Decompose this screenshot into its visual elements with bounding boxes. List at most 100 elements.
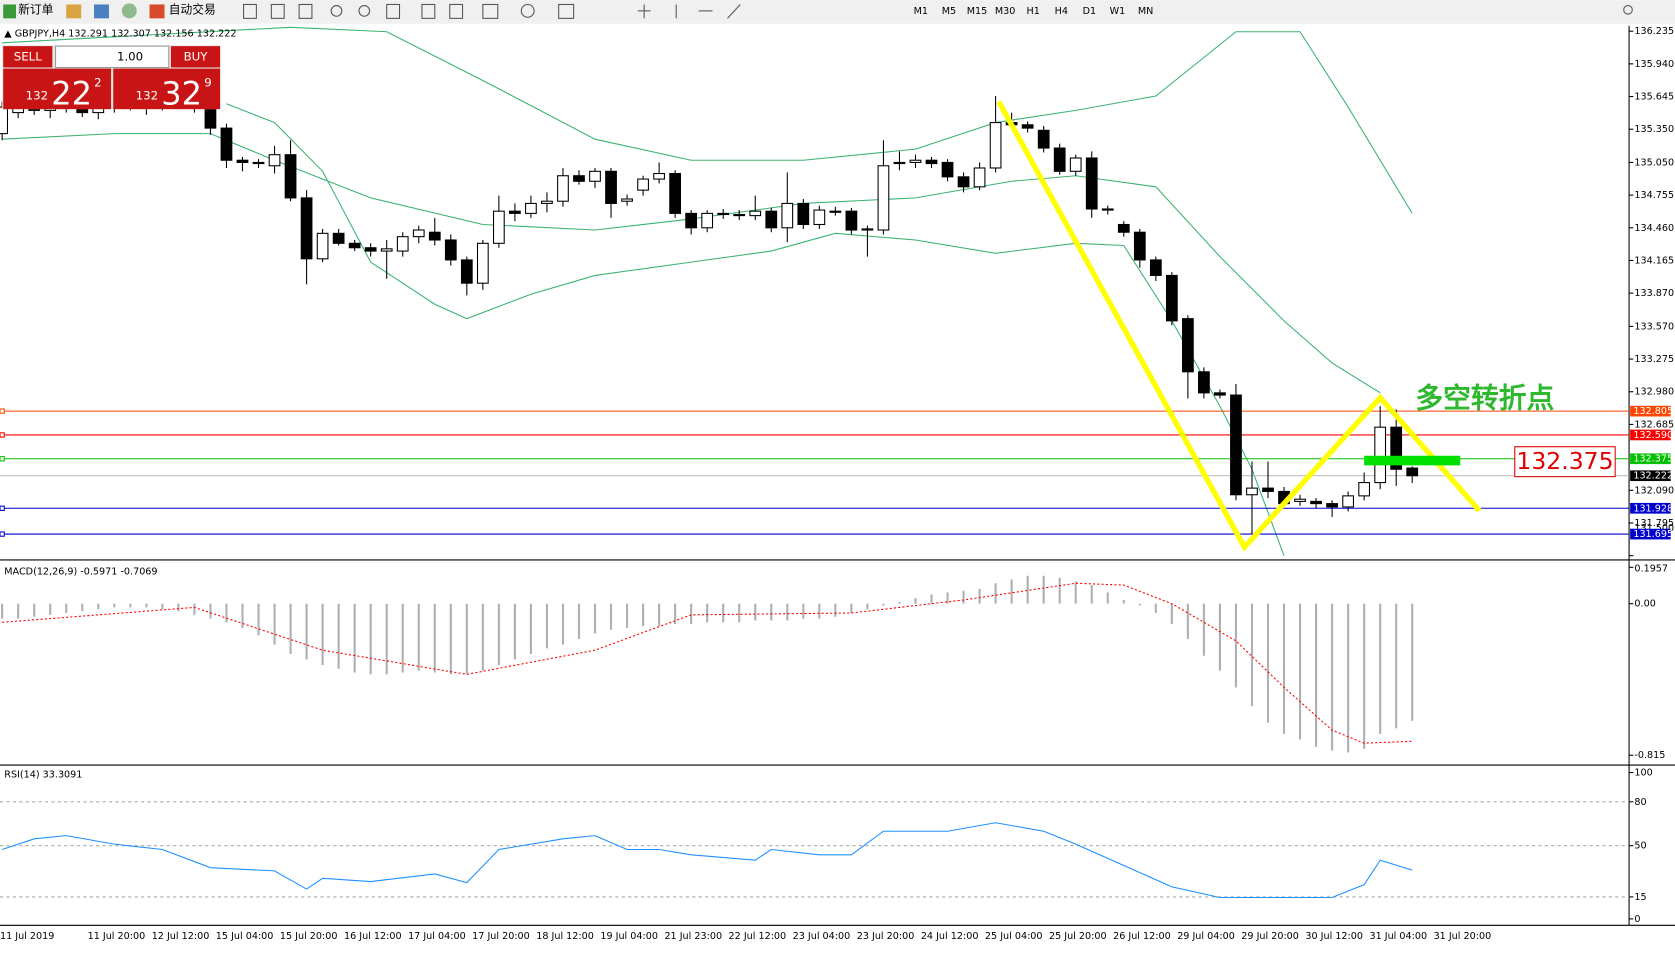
current-price-tag (1630, 470, 1671, 482)
candle-body (973, 167, 986, 188)
candle-body (1214, 392, 1226, 396)
sell-price-box[interactable] (3, 68, 112, 110)
time-label: 30 Jul 12:00 (1305, 931, 1363, 942)
chart-header: ▲ GBPJPY,H4 132.291 132.307 132.156 132.… (4, 28, 236, 39)
tool-icon[interactable] (94, 4, 109, 19)
level-label: 131.928 (1633, 503, 1673, 514)
candle-body (637, 178, 649, 191)
candle-body (701, 212, 714, 229)
candle-body (573, 175, 585, 182)
time-label: 25 Jul 04:00 (985, 931, 1043, 942)
price-point: 2 (94, 75, 101, 89)
y-tick-label: 134.755 (1634, 190, 1674, 201)
y-tick-label: 133.870 (1634, 288, 1674, 299)
candle-body (893, 161, 906, 165)
buy-label[interactable]: BUY (184, 49, 209, 63)
lot[interactable]: 1.00 (117, 49, 143, 63)
buy-price-box[interactable] (113, 68, 221, 110)
buy-price[interactable]: 132 32 9 (136, 74, 212, 112)
tool-icon[interactable] (121, 3, 137, 19)
timeframe[interactable]: D1 (1083, 6, 1097, 17)
candle-body (1294, 498, 1306, 502)
sell-label[interactable]: SELL (14, 49, 42, 63)
candle-body (460, 259, 473, 284)
candle-body (300, 197, 313, 260)
price-box-text: 132.375 (1516, 447, 1613, 475)
time-label: 12 Jul 12:00 (152, 931, 210, 942)
new-order-icon[interactable] (3, 4, 17, 19)
auto-trade[interactable]: 自动交易 (169, 2, 216, 16)
candle-body (829, 210, 842, 213)
y-tick-label: 134.460 (1634, 223, 1674, 234)
candle-body (749, 210, 762, 217)
level-label: 132.590 (1633, 430, 1673, 441)
level-handle (0, 408, 5, 414)
lot-field[interactable] (55, 45, 170, 69)
candle-body (492, 210, 505, 244)
indicator-title: RSI(14) 33.3091 (4, 770, 82, 781)
tool-icon[interactable] (66, 4, 82, 19)
candle-body (1358, 482, 1371, 497)
candle-body (525, 202, 537, 214)
candle-body (1182, 318, 1194, 373)
candle-body (941, 161, 954, 178)
buy-button[interactable] (170, 46, 221, 68)
time-label: 17 Jul 20:00 (472, 931, 530, 942)
timeframe[interactable]: M30 (995, 6, 1016, 17)
candle-body (541, 200, 553, 204)
candle-body (1262, 487, 1274, 492)
candle-body (797, 202, 810, 226)
time-label: 17 Jul 04:00 (408, 931, 466, 942)
candle-body (1310, 500, 1322, 505)
timeframe[interactable]: W1 (1110, 6, 1126, 17)
candle-body (1406, 467, 1419, 477)
candle-body (765, 210, 778, 229)
trade-panel: SELL 1.00 BUY 132 22 2 132 32 9 (2, 45, 222, 112)
price-pips: 22 (51, 74, 92, 112)
timeframe[interactable]: MN (1138, 6, 1153, 17)
level-tag (1630, 453, 1671, 465)
y-tick-label: 136.235 (1634, 26, 1674, 37)
candle-body (733, 213, 746, 217)
candle-body (1390, 426, 1403, 470)
y-tick-label: 132.980 (1634, 387, 1674, 398)
indicator-title: MACD(12,26,9) -0.5971 -0.7069 (4, 567, 157, 578)
candle-body (332, 232, 345, 244)
y-tick-label: 0.00 (1634, 599, 1655, 610)
auto-trade-icon[interactable] (149, 4, 165, 19)
y-tick-label: 80 (1634, 797, 1646, 808)
time-label: 19 Jul 04:00 (600, 931, 658, 942)
candle-body (1069, 157, 1082, 172)
candle-body (412, 229, 425, 238)
sell-price[interactable]: 132 22 2 (26, 74, 102, 112)
timeframe[interactable]: M5 (942, 6, 956, 17)
candle-body (669, 172, 682, 214)
candle-body (380, 248, 393, 252)
sell-button[interactable] (3, 46, 53, 68)
time-label: 24 Jul 12:00 (921, 931, 979, 942)
candle-body (1149, 259, 1162, 276)
candle-body (909, 159, 922, 163)
new-order[interactable]: 新订单 (18, 2, 53, 16)
timeframe[interactable]: H4 (1055, 6, 1068, 17)
timeframe[interactable]: H1 (1027, 6, 1040, 17)
candle-body (813, 209, 826, 226)
rsi-line (1, 822, 1413, 899)
candle-body (925, 159, 938, 165)
candle-body (509, 210, 521, 214)
price-point: 9 (204, 75, 211, 89)
candle-body (1165, 274, 1178, 322)
timeframe[interactable]: M1 (914, 6, 928, 17)
timeframe[interactable]: M15 (967, 6, 988, 17)
level-handle (0, 432, 5, 438)
level-label: 132.805 (1633, 406, 1673, 417)
candle-body (348, 242, 361, 249)
time-label: 23 Jul 04:00 (793, 931, 851, 942)
y-tick-label: 132.685 (1634, 419, 1674, 430)
y-tick-label: 132.090 (1634, 485, 1674, 496)
candle-body (1085, 157, 1098, 210)
y-tick-label: 135.050 (1634, 157, 1674, 168)
candle-body (1246, 487, 1258, 496)
candle-body (1198, 371, 1210, 394)
candle-body (1326, 503, 1338, 508)
